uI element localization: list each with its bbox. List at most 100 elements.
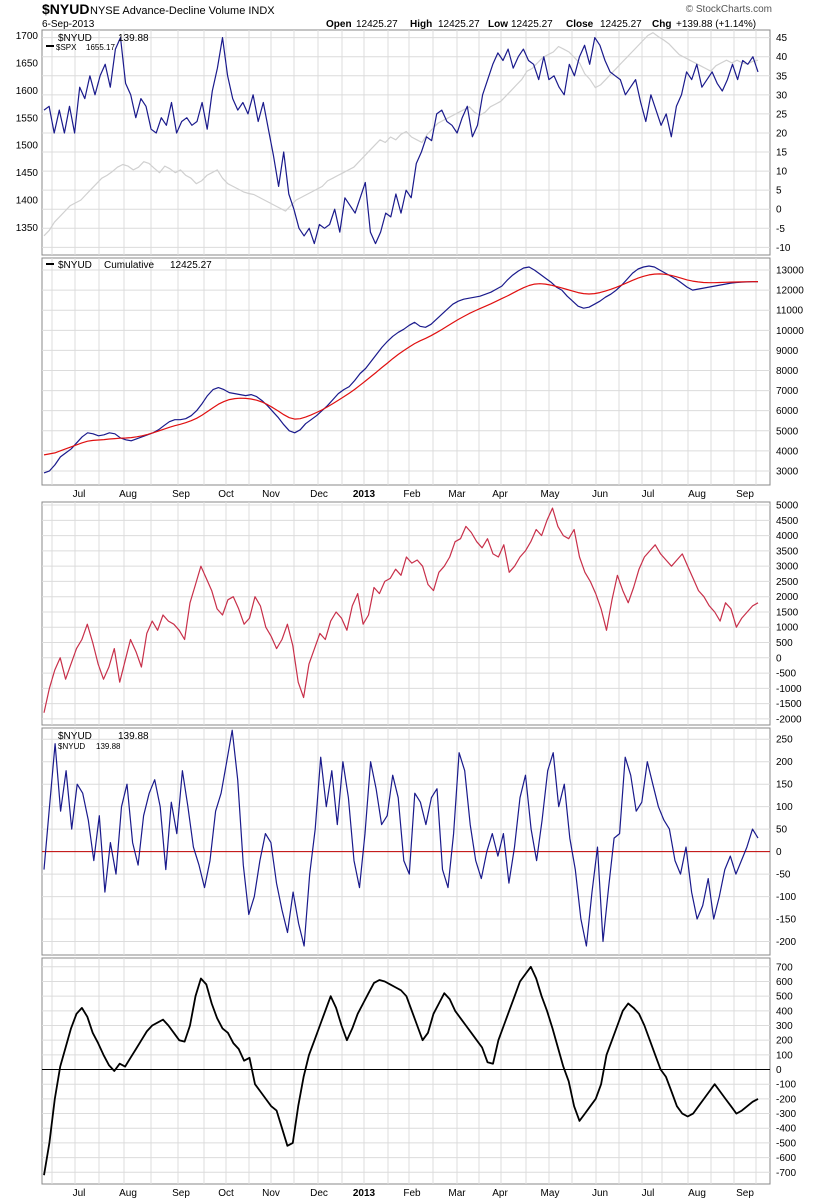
right-axis-tick: 6000 (776, 406, 799, 417)
right-axis-tick: 1000 (776, 623, 799, 634)
legend-nyud-symbol: $NYUD (58, 33, 92, 44)
right-axis-tick: 4000 (776, 531, 799, 542)
x-axis-label: 2013 (353, 489, 376, 500)
right-axis-tick: 3000 (776, 562, 799, 573)
right-axis-tick: 40 (776, 52, 788, 63)
legend-spx-value: 1655.17 (86, 43, 115, 52)
panel-nyud-vs-spx: 1700165016001550150014501400135045403530… (16, 29, 791, 256)
series-moving-average (43, 273, 759, 456)
right-axis-tick: 300 (776, 1021, 793, 1032)
right-axis-tick: -100 (776, 892, 796, 903)
right-axis-tick: 5000 (776, 426, 799, 437)
x-axis-label: Aug (688, 1188, 706, 1199)
panel-black-oscillator: 700 600 500 400 300 200 100 0 -100 -200 -300 -400 -5… (41, 957, 796, 1185)
right-axis-tick: 400 (776, 1006, 793, 1017)
right-axis-tick: 150 (776, 780, 793, 791)
legend-cumulative-label: Cumulative (104, 260, 154, 271)
legend-nyud-value: 139.88 (118, 33, 149, 44)
right-axis-tick: 0 (776, 205, 782, 216)
series-oscillator (43, 507, 759, 713)
right-axis-tick: -200 (776, 937, 796, 948)
right-axis-tick: 100 (776, 1050, 793, 1061)
x-axis-label: Feb (403, 489, 421, 500)
legend-spx-symbol: $SPX (56, 43, 77, 52)
right-axis-tick: -5 (776, 224, 785, 235)
series-oscillator (43, 965, 759, 1176)
right-axis-tick: -700 (776, 1168, 796, 1179)
right-axis-tick: -500 (776, 1138, 796, 1149)
symbol-title: $NYUD (42, 1, 89, 17)
right-axis-tick: 100 (776, 802, 793, 813)
legend-daily-symbol: $NYUD (58, 731, 92, 742)
right-axis-tick: 35 (776, 71, 788, 82)
right-axis-tick: 10000 (776, 326, 804, 337)
right-axis-tick: 45 (776, 33, 788, 44)
right-axis-tick: 15 (776, 148, 788, 159)
legend-daily-value: 139.88 (118, 731, 149, 742)
right-axis-tick: 600 (776, 977, 793, 988)
left-axis-tick: 1650 (16, 58, 39, 69)
high-label: High (410, 19, 432, 30)
left-axis-tick: 1450 (16, 168, 39, 179)
x-axis-label: Jul (642, 489, 655, 500)
right-axis-tick: 30 (776, 90, 788, 101)
left-axis-tick: 1700 (16, 31, 39, 42)
right-axis-tick: -1500 (776, 699, 802, 710)
panel-frame (41, 29, 771, 256)
x-axis-label: Sep (736, 1188, 754, 1199)
right-axis-tick: 12000 (776, 286, 804, 297)
right-axis-tick: -500 (776, 669, 796, 680)
series-nyud (43, 729, 759, 947)
x-axis-label: Sep (736, 489, 754, 500)
left-axis-tick: 1350 (16, 223, 39, 234)
x-axis-label: Sep (172, 1188, 190, 1199)
x-axis-label: Apr (492, 1188, 508, 1199)
x-axis-middle: Jul Aug Sep Oct Nov Dec 2013 Feb Mar Apr May Jun Jul… (73, 489, 755, 500)
right-axis-tick: 8000 (776, 366, 799, 377)
index-name: NYSE Advance-Decline Volume INDX (90, 5, 275, 17)
header: $NYUD NYSE Advance-Decline Volume INDX 6… (42, 1, 772, 30)
x-axis-label: May (541, 489, 560, 500)
right-axis-tick: -600 (776, 1153, 796, 1164)
legend-cumulative-swatch (46, 263, 54, 265)
legend-panel-4: $NYUD 139.88 $NYUD 139.88 (58, 731, 149, 751)
low-label: Low (488, 19, 508, 30)
legend-daily-value-2: 139.88 (96, 742, 121, 751)
chg-value: +139.88 (+1.14%) (676, 19, 756, 30)
panel-red-oscillator: 5000450040003500300025002000150010005000… (41, 501, 802, 726)
right-axis-tick: 20 (776, 128, 788, 139)
x-axis-bottom: Jul Aug Sep Oct Nov Dec 2013 Feb Mar Apr May Jun Jul… (73, 1188, 755, 1199)
right-axis-tick: 50 (776, 825, 788, 836)
panel-nyud-cumulative: 13000 12000 11000 10000 9000 8000 7000 6000 5000… (41, 257, 804, 486)
right-axis-tick: 1500 (776, 607, 799, 618)
right-axis-tick: -200 (776, 1094, 796, 1105)
low-value: 12425.27 (511, 19, 553, 30)
x-axis-label: Feb (403, 1188, 421, 1199)
open-value: 12425.27 (356, 19, 398, 30)
right-axis-tick: 3000 (776, 466, 799, 477)
high-value: 12425.27 (438, 19, 480, 30)
panel-frame (41, 257, 771, 486)
x-axis-label: May (541, 1188, 560, 1199)
header-date: 6-Sep-2013 (42, 19, 95, 30)
x-axis-label: Dec (310, 1188, 328, 1199)
series-cumulative (43, 265, 759, 474)
x-axis-label: Nov (262, 489, 280, 500)
right-axis-tick: 7000 (776, 386, 799, 397)
right-axis-tick: -10 (776, 243, 791, 254)
right-axis-tick: -150 (776, 915, 796, 926)
legend-daily-symbol-2: $NYUD (58, 742, 85, 751)
left-axis-tick: 1550 (16, 113, 39, 124)
open-label: Open (326, 19, 352, 30)
left-axis-tick: 1500 (16, 141, 39, 152)
brand-watermark: © StockCharts.com (686, 4, 772, 15)
right-axis-tick: -400 (776, 1124, 796, 1135)
chg-label: Chg (652, 19, 671, 30)
right-axis-tick: 10 (776, 167, 788, 178)
x-axis-label: 2013 (353, 1188, 376, 1199)
right-axis-tick: 2000 (776, 592, 799, 603)
right-axis-tick: -100 (776, 1080, 796, 1091)
x-axis-label: Oct (218, 489, 234, 500)
x-axis-label: Jul (73, 489, 86, 500)
